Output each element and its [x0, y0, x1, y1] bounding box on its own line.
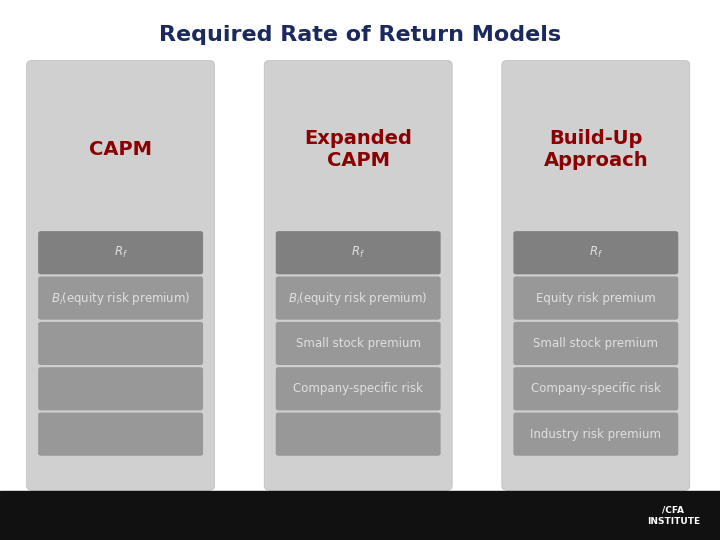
FancyBboxPatch shape — [38, 413, 203, 456]
Text: Equity risk premium: Equity risk premium — [536, 292, 656, 305]
FancyBboxPatch shape — [38, 276, 203, 320]
FancyBboxPatch shape — [276, 322, 441, 365]
FancyBboxPatch shape — [276, 276, 441, 320]
Text: Build-Up
Approach: Build-Up Approach — [544, 129, 648, 170]
Text: /CFA
INSTITUTE: /CFA INSTITUTE — [647, 505, 700, 526]
FancyBboxPatch shape — [27, 60, 215, 490]
Text: $R_f$: $R_f$ — [114, 245, 127, 260]
Text: Required Rate of Return Models: Required Rate of Return Models — [159, 25, 561, 45]
Bar — [0, 491, 720, 540]
FancyBboxPatch shape — [38, 367, 203, 410]
FancyBboxPatch shape — [276, 413, 441, 456]
Text: $B_i$(equity risk premium): $B_i$(equity risk premium) — [289, 289, 428, 307]
FancyBboxPatch shape — [276, 231, 441, 274]
Text: $R_f$: $R_f$ — [589, 245, 603, 260]
Text: Company-specific risk: Company-specific risk — [293, 382, 423, 395]
Text: CAPM: CAPM — [89, 139, 152, 159]
Text: $B_i$(equity risk premium): $B_i$(equity risk premium) — [51, 289, 190, 307]
Text: Industry risk premium: Industry risk premium — [531, 428, 661, 441]
FancyBboxPatch shape — [38, 322, 203, 365]
FancyBboxPatch shape — [513, 276, 678, 320]
FancyBboxPatch shape — [38, 231, 203, 274]
FancyBboxPatch shape — [276, 367, 441, 410]
FancyBboxPatch shape — [264, 60, 452, 490]
FancyBboxPatch shape — [513, 231, 678, 274]
Text: Small stock premium: Small stock premium — [534, 337, 658, 350]
Text: Company-specific risk: Company-specific risk — [531, 382, 661, 395]
FancyBboxPatch shape — [502, 60, 690, 490]
Text: Small stock premium: Small stock premium — [296, 337, 420, 350]
FancyBboxPatch shape — [513, 413, 678, 456]
Text: Expanded
CAPM: Expanded CAPM — [305, 129, 412, 170]
FancyBboxPatch shape — [513, 367, 678, 410]
FancyBboxPatch shape — [513, 322, 678, 365]
Text: $R_f$: $R_f$ — [351, 245, 365, 260]
